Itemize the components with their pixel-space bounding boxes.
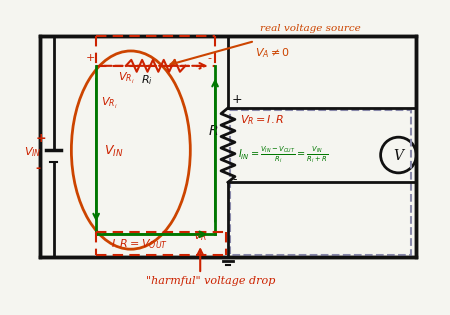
Bar <box>230 110 411 255</box>
Text: $R_i$: $R_i$ <box>141 74 153 88</box>
Text: -: - <box>232 173 236 186</box>
Text: $R$: $R$ <box>208 124 219 138</box>
Text: +: + <box>86 53 95 63</box>
Text: $V_R = I.R$: $V_R = I.R$ <box>240 113 284 127</box>
Text: $V_{R_i}$: $V_{R_i}$ <box>118 71 135 86</box>
Text: $V_{IN}$: $V_{IN}$ <box>104 144 123 159</box>
Text: $I.R = V_{OUT}$: $I.R = V_{OUT}$ <box>111 238 168 251</box>
Text: +: + <box>232 94 243 106</box>
Text: "harmful" voltage drop: "harmful" voltage drop <box>146 276 275 286</box>
Text: $V_R$: $V_R$ <box>194 229 207 243</box>
Text: $V_{IN}$: $V_{IN}$ <box>24 145 41 159</box>
Text: +: + <box>36 132 46 145</box>
Text: $V_{R_i}$: $V_{R_i}$ <box>101 95 117 111</box>
Bar <box>40 36 416 257</box>
Text: real voltage source: real voltage source <box>260 24 360 33</box>
Text: V: V <box>393 149 404 163</box>
Text: -: - <box>207 53 211 63</box>
Text: -: - <box>36 162 41 175</box>
Text: $I_{IN} = \frac{V_{IN}-V_{OUT}}{R_i} = \frac{V_{IN}}{R_i+R}$: $I_{IN} = \frac{V_{IN}-V_{OUT}}{R_i} = \… <box>238 145 328 165</box>
Text: $V_A \neq 0$: $V_A \neq 0$ <box>255 46 290 60</box>
